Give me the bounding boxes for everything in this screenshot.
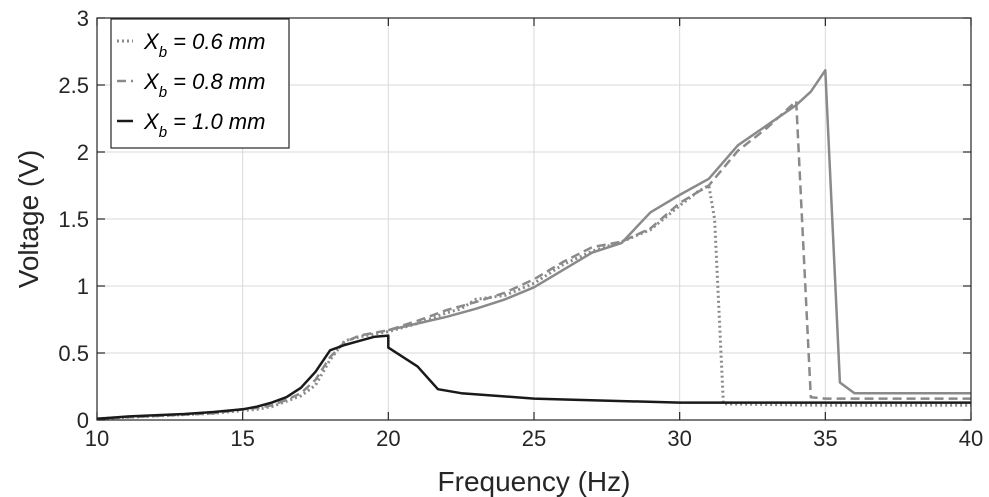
legend-box — [110, 18, 290, 149]
series-line-1 — [96, 184, 971, 421]
x-tick-label: 35 — [813, 426, 837, 451]
x-tick-label: 30 — [667, 426, 691, 451]
series-line-2 — [96, 99, 971, 420]
legend-entry-label: Xb = 0.8 mm — [143, 69, 265, 101]
legend-entry-label: Xb = 1.0 mm — [143, 109, 265, 141]
y-tick-label: 2.5 — [58, 73, 89, 98]
x-tick-label: 10 — [85, 426, 109, 451]
y-tick-label: 0.5 — [58, 341, 89, 366]
y-tick-label: 2 — [77, 140, 89, 165]
y-axis-label: Voltage (V) — [13, 150, 44, 289]
series-line-4 — [96, 334, 971, 420]
y-tick-label: 1.5 — [58, 207, 89, 232]
y-tick-label: 1 — [77, 274, 89, 299]
x-tick-label: 20 — [376, 426, 400, 451]
x-tick-label: 15 — [230, 426, 254, 451]
y-tick-label: 3 — [77, 6, 89, 31]
series-line-3 — [388, 69, 971, 395]
y-tick-label: 0 — [77, 408, 89, 433]
tick-labels: 10 15 20 25 30 35 40 0 0.5 1 1.5 2 2.5 3 — [58, 6, 983, 451]
legend-entry-label: Xb = 0.6 mm — [143, 29, 265, 61]
x-tick-label: 40 — [959, 426, 983, 451]
series-lines — [96, 69, 971, 421]
axes — [96, 17, 972, 421]
x-tick-label: 25 — [522, 426, 546, 451]
x-axis-label: Frequency (Hz) — [438, 466, 631, 497]
legend: Xb = 0.6 mm Xb = 0.8 mm Xb = 1.0 mm — [110, 18, 290, 149]
